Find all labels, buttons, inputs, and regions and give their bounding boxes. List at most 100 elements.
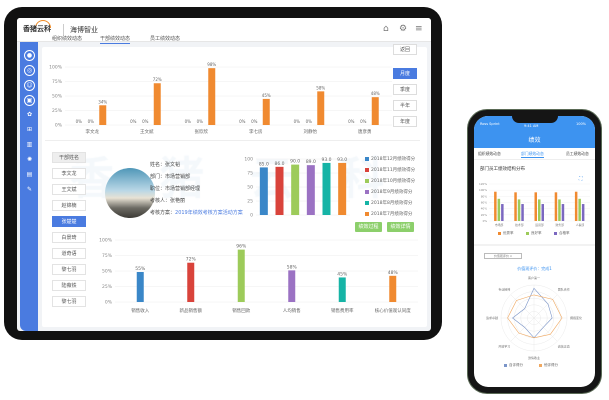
gear-icon[interactable]: ⚙	[399, 24, 408, 34]
category-label: 销售收入	[131, 307, 149, 314]
list-item-0[interactable]: 李文龙	[52, 168, 86, 179]
back-button[interactable]: 返回	[393, 44, 417, 55]
plan-link[interactable]: 2019年绩效考核方案活动方案	[175, 210, 243, 216]
bar	[136, 271, 144, 302]
profile-plan: 考核方案：2019年绩效考核方案活动方案	[150, 209, 243, 216]
menu-icon[interactable]: ≡	[415, 24, 423, 34]
bar-value-label: 93.0	[337, 157, 347, 163]
list-item-8[interactable]: 黎七羽	[52, 296, 86, 307]
performance-detail-button[interactable]: 绩效详情	[387, 222, 414, 232]
bar	[389, 275, 397, 302]
bar-value-label: 72%	[186, 257, 197, 263]
legend-label: 自评得分	[509, 363, 523, 367]
list-item-3[interactable]: 张楚楚	[52, 216, 86, 227]
tab-staff-performance[interactable]: 员工绩效动态	[150, 36, 181, 42]
y-tick-label: 100	[244, 157, 253, 163]
list-item-5[interactable]: 道奇语	[52, 248, 86, 259]
bar	[317, 91, 325, 125]
list-item-7[interactable]: 陆薇铁	[52, 280, 86, 291]
tab-org-performance[interactable]: 组织绩效动态	[52, 36, 83, 42]
bar-value-label: 0%	[348, 119, 355, 124]
bar	[187, 262, 195, 302]
legend-item: 良好率	[526, 231, 542, 236]
bar-value-label: 0%	[360, 119, 367, 124]
bar-value-label: 34%	[98, 99, 107, 104]
list-item-6[interactable]: 黎七羽	[52, 264, 86, 275]
bar	[291, 164, 300, 215]
phone-tab-org[interactable]: 组织绩效动态	[478, 151, 501, 156]
phone-tab-dept[interactable]: 部门绩效动态	[521, 151, 544, 158]
legend-item: 2018年7月绩效得分	[365, 211, 412, 217]
legend-label: 良好率	[531, 231, 542, 235]
category-label: 人均销售	[283, 307, 301, 314]
period-halfyear-button[interactable]: 半年	[393, 100, 417, 111]
category-label: 刘静怡	[304, 128, 318, 135]
legend-swatch	[526, 231, 529, 235]
user-icon[interactable]: ☺	[24, 80, 35, 91]
home-icon[interactable]: ⌂	[383, 24, 389, 34]
legend-label: 2018年11月绩效得分	[371, 168, 416, 173]
bar-value-label: 0%	[142, 119, 149, 124]
list-item-1[interactable]: 王文斌	[52, 184, 86, 195]
bar-value-label: 0%	[294, 119, 301, 124]
settings-icon[interactable]: ✿	[26, 111, 33, 118]
category-label: 新品销售额	[180, 307, 203, 314]
y-tick-label: 0%	[55, 123, 63, 129]
value-dropdown[interactable]: 价值观评价 ∨	[484, 253, 522, 259]
divider	[45, 140, 420, 141]
y-tick-label: 0%	[105, 300, 113, 306]
bar-value-label: 0%	[76, 119, 83, 124]
y-tick-label: 25%	[102, 284, 113, 290]
avatar-icon[interactable]: ●	[24, 50, 35, 61]
bar-value-label: 0%	[88, 119, 95, 124]
legend-label: 2018年7月绩效得分	[371, 212, 413, 217]
performance-process-button[interactable]: 绩效过程	[355, 222, 382, 232]
bar-value-label: 0%	[197, 119, 204, 124]
category-label: 唐彦勇	[358, 128, 372, 135]
bar-value-label: 45%	[337, 271, 348, 277]
legend-item: 他评得分	[539, 363, 558, 368]
legend-label: 2018年9月绩效得分	[371, 190, 413, 195]
period-quarter-button[interactable]: 季度	[393, 84, 417, 95]
sidebar: ● ◎ ☺ ▣ ✿ ⊞ ▥ ✺ ▤ ✎	[20, 42, 38, 331]
bar-value-label: 48%	[371, 91, 380, 96]
period-month-button[interactable]: 月度	[393, 68, 417, 79]
bar	[208, 68, 216, 125]
bar-value-label: 85.0	[259, 161, 269, 167]
org-chart-icon[interactable]: ⊞	[26, 126, 33, 133]
user-circle-icon[interactable]: ◎	[24, 65, 35, 76]
tab-cadre-performance[interactable]: 干部绩效动态	[100, 36, 131, 44]
chart-icon[interactable]: ▥	[26, 141, 33, 148]
dropdown-value: 价值观评价	[493, 254, 509, 258]
expand-icon[interactable]: ⛶	[579, 176, 583, 182]
bar	[338, 162, 347, 215]
category-label: 李七房	[249, 128, 263, 135]
list-item-2[interactable]: 赵锦楠	[52, 200, 86, 211]
phone-tab-staff[interactable]: 员工绩效动态	[566, 151, 589, 156]
folder-edit-icon[interactable]: ▤	[26, 171, 33, 178]
bar-value-label: 0%	[306, 119, 313, 124]
legend-item: 合格率	[554, 231, 570, 236]
bar-value-label: 45%	[262, 93, 271, 98]
category-label: 李文龙	[86, 128, 100, 135]
bar-value-label: 0%	[130, 119, 137, 124]
gear-icon[interactable]: ✺	[26, 156, 33, 163]
legend-label: 2018年10月绩效得分	[371, 179, 416, 184]
legend-item: 优秀率	[498, 231, 514, 236]
category-label: 核心价值观认同度	[375, 307, 411, 314]
phone-header: Ross Sprint 9:41 AM 100% 绩效	[474, 116, 595, 148]
battery: 100%	[576, 122, 587, 126]
bar	[262, 98, 270, 125]
legend-swatch	[365, 178, 369, 183]
period-year-button[interactable]: 年度	[393, 116, 417, 127]
logo: 香猪云科	[23, 25, 51, 33]
radar-title: 价值观评价：完成1	[517, 266, 552, 271]
list-item-4[interactable]: 白景琦	[52, 232, 86, 243]
y-tick-label: 75%	[52, 79, 63, 85]
building-icon[interactable]: ▣	[24, 95, 35, 106]
profile-dept: 部门：市场营销部	[150, 174, 191, 180]
bar-value-label: 0%	[185, 119, 192, 124]
legend-item: 2018年12月绩效得分	[365, 156, 415, 162]
edit-icon[interactable]: ✎	[26, 186, 33, 193]
notch	[512, 116, 558, 123]
